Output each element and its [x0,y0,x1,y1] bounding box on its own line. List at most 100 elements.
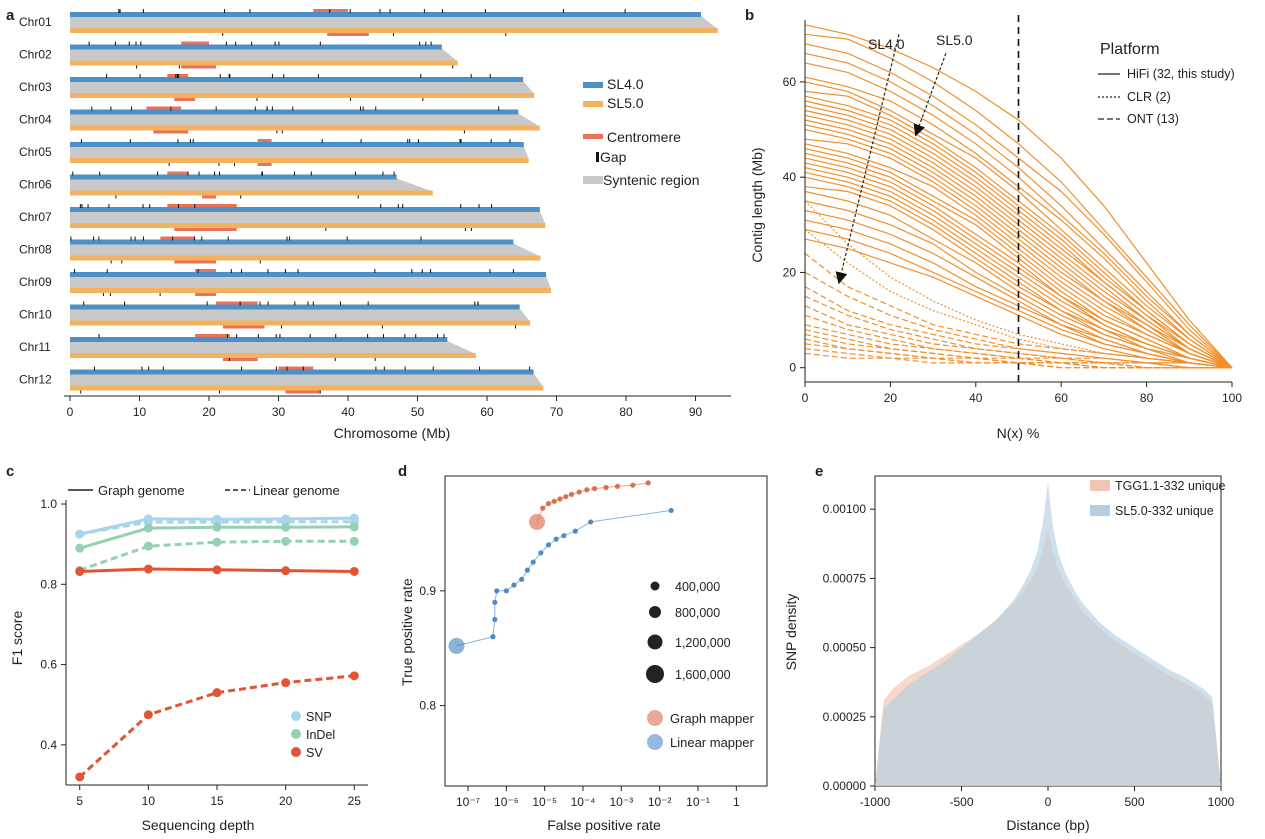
gap-mark [261,171,263,176]
centromere-sl50 [195,293,216,296]
gap-mark [421,269,423,273]
centromere-sl50 [222,325,265,329]
x-tick-label: 10⁻¹ [686,795,710,809]
chromosome-row: Chr05 [19,139,529,166]
legend-entry-sl50: SL5.0-332 unique [1115,504,1214,518]
f1-point [143,523,153,533]
gap-mark [319,41,321,46]
chromosome-label: Chr08 [19,243,52,257]
x-tick-label: 100 [1222,391,1242,405]
gap-mark [98,334,100,338]
y-tick-label: 20 [783,265,797,279]
mapper-point [524,567,531,573]
gap-mark [321,139,323,143]
gap-mark [346,236,348,241]
gap-mark [177,139,179,143]
gap-mark [187,171,189,176]
gap-mark [239,301,241,306]
size-legend-label-1: 400,000 [675,580,720,594]
centromere-sl40 [160,236,196,240]
mapper-point [588,519,594,525]
legend-entry-sl50: SL5.0 [607,95,644,111]
syntenic-region [70,341,476,354]
sl50-arrow [913,53,947,137]
gap-mark [241,366,243,371]
x-tick-label: 10⁻² [648,795,672,809]
gap-mark [128,41,130,46]
sl40-bar [70,304,520,310]
f1-point [212,537,222,547]
gap-mark [257,334,259,338]
f1-point [349,522,359,532]
panel-c-f1-chart: 5 10 15 20 25 0.4 0.6 0.8 1.0 Sequencing depth F… [9,483,368,833]
contig-series-line [804,229,1233,369]
contig-series-line [804,338,1232,369]
gap-mark [294,171,296,176]
contig-series-line [804,352,1232,369]
gap-mark [514,325,516,329]
mapper-series [448,480,674,654]
gap-mark [83,301,85,306]
gap-mark [91,106,93,111]
contig-series-line [804,171,1233,369]
contig-lines [804,24,1233,369]
gap-mark [193,236,195,241]
gap-mark [563,9,565,13]
panel-a-chromosome-chart: Chr01 Chr02 Chr03 Chr04 Chr05 Chr06 Chr07 Chr08… [19,9,731,441]
legend-entry-sv: SV [306,746,323,760]
size-legend-dot-2 [649,606,661,618]
gap-mark [162,366,164,371]
gap-mark [437,334,439,338]
f1-point [75,543,85,553]
centromere-sl40 [215,301,258,305]
size-legend-dot-3 [647,634,663,650]
gap-mark [149,204,151,208]
centromere-sl40 [257,139,272,142]
gap-mark [624,9,626,13]
gap-mark [389,9,391,13]
chromosome-label: Chr02 [19,48,52,62]
panel-e-snp-density-chart: -1000 -500 0 500 1000 0.00000 0.00025 0.00050 0.… [783,475,1235,833]
sl50-bar [70,125,540,131]
gap-mark [349,9,351,13]
gap-mark [478,204,480,208]
mapper-point [448,637,465,654]
x-tick-label: 15 [210,794,224,808]
y-tick-label: 0.4 [40,738,57,752]
gap-mark [93,366,95,371]
centromere-sl50 [174,98,196,101]
x-tick-label: 40 [341,405,355,419]
size-legend-dot-1 [650,581,660,591]
gap-mark [223,9,225,13]
gap-mark [115,195,117,199]
gap-mark [283,74,285,78]
y-tick-label: 0.00100 [823,502,867,516]
x-tick-label: 10⁻³ [609,795,633,809]
gap-mark [409,139,411,143]
gap-mark [420,74,422,78]
centromere-sl40 [167,171,189,175]
gap-mark [284,269,286,273]
mapper-point [645,480,651,486]
gap-mark [379,9,381,13]
gap-mark [452,65,454,69]
annotation-sl50: SL5.0 [936,32,973,48]
gap-mark [374,358,376,361]
mapper-point [576,489,582,495]
gap-mark [230,269,232,273]
legend-entry-clr: CLR (2) [1127,90,1171,104]
variant-legend: SNP InDel SV [291,710,335,760]
mapper-point [492,599,498,605]
contig-series-line [804,119,1233,369]
centromere-sl40 [146,106,182,110]
x-tick-label: 70 [550,405,564,419]
legend-swatch-sl50 [1090,505,1110,516]
chromosome-label: Chr01 [19,15,52,29]
x-axis-label: Distance (bp) [1006,817,1089,833]
gap-mark [141,366,143,371]
x-tick-label: 10 [133,405,147,419]
chromosome-label: Chr03 [19,80,52,94]
x-tick-label: 60 [480,405,494,419]
gap-mark [99,171,101,176]
syntenic-region [70,243,541,257]
